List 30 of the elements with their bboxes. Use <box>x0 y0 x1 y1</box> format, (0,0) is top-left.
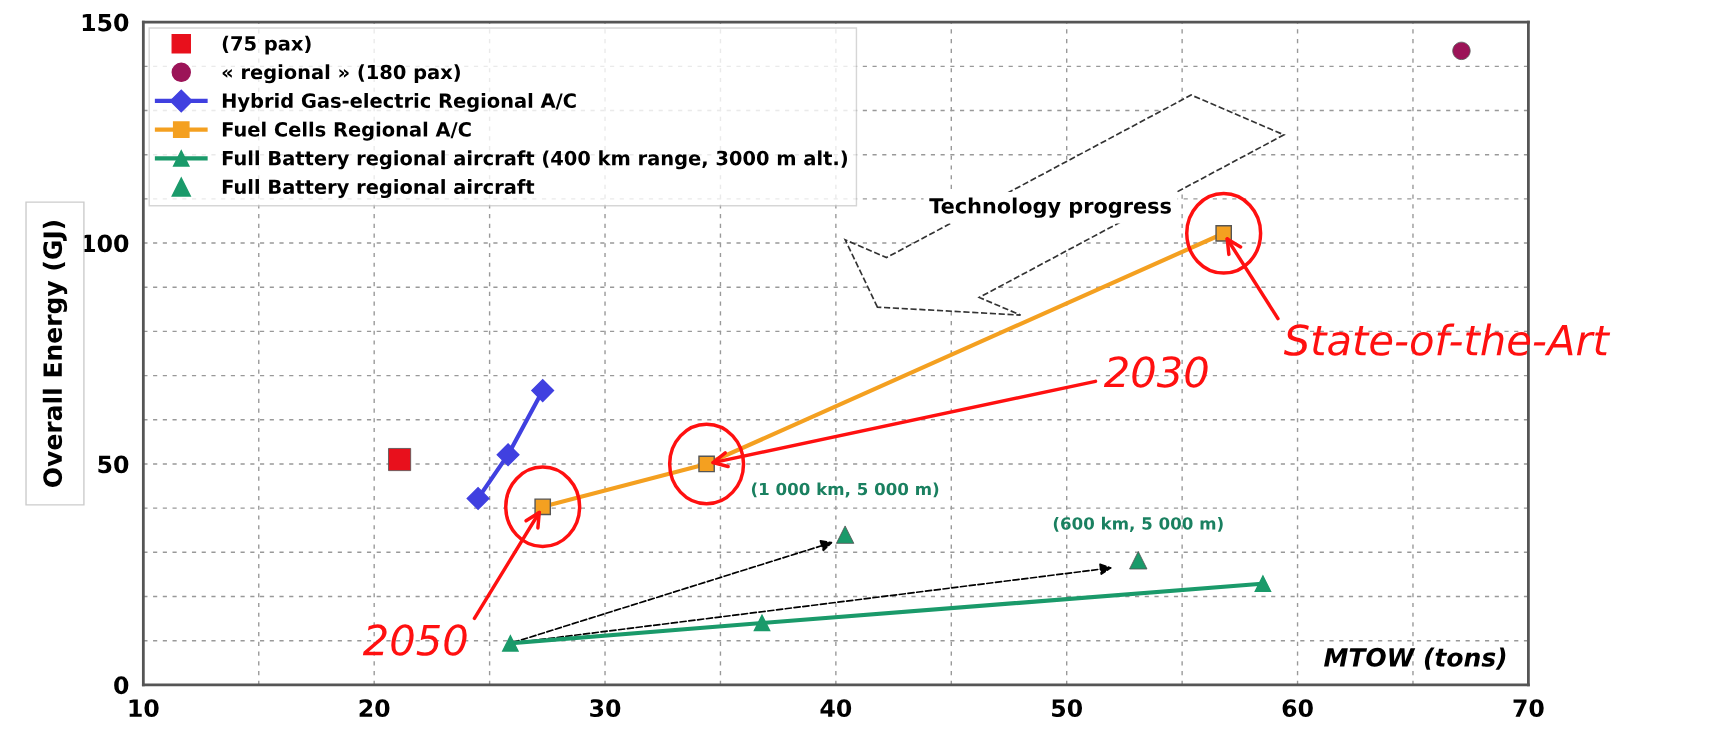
point <box>531 379 555 403</box>
legend-label: Full Battery regional aircraft <box>222 179 535 199</box>
x-axis-title: MTOW (tons) <box>1324 647 1506 670</box>
point <box>466 486 490 510</box>
legend-label: Hybrid Gas-electric Regional A/C <box>222 92 576 112</box>
x-tick-label: 20 <box>359 699 390 718</box>
y-tick-label: 0 <box>114 676 129 695</box>
y-tick-label: 50 <box>98 455 129 474</box>
x-tick-label: 60 <box>1282 699 1313 718</box>
point <box>496 443 520 467</box>
x-tick-label: 30 <box>590 699 621 718</box>
x-tick-label: 70 <box>1513 699 1544 718</box>
y-tick-label: 150 <box>82 13 129 32</box>
x-tick-label: 50 <box>1052 699 1083 718</box>
y-axis-title: Overall Energy (GJ) <box>42 221 68 487</box>
annotation: (600 km, 5 000 m) <box>1053 516 1223 532</box>
annotation: Technology progress <box>929 197 1171 218</box>
annotation: (1 000 km, 5 000 m) <box>751 482 939 498</box>
annotation: 2050 <box>362 624 467 656</box>
legend-label: Fuel Cells Regional A/C <box>222 121 471 141</box>
x-tick-label: 40 <box>820 699 852 718</box>
legend-label: (75 pax) <box>222 35 311 55</box>
point <box>753 614 771 632</box>
x-tick-label: 10 <box>129 699 159 718</box>
point <box>502 634 519 652</box>
point <box>1254 575 1272 593</box>
legend-label: Full Battery regional aircraft (400 km range, 3000 m alt.) <box>222 150 847 170</box>
y-tick-label: 100 <box>82 234 129 253</box>
annotation: 2030 <box>1103 356 1208 388</box>
legend-label: « regional » (180 pax) <box>222 64 460 84</box>
